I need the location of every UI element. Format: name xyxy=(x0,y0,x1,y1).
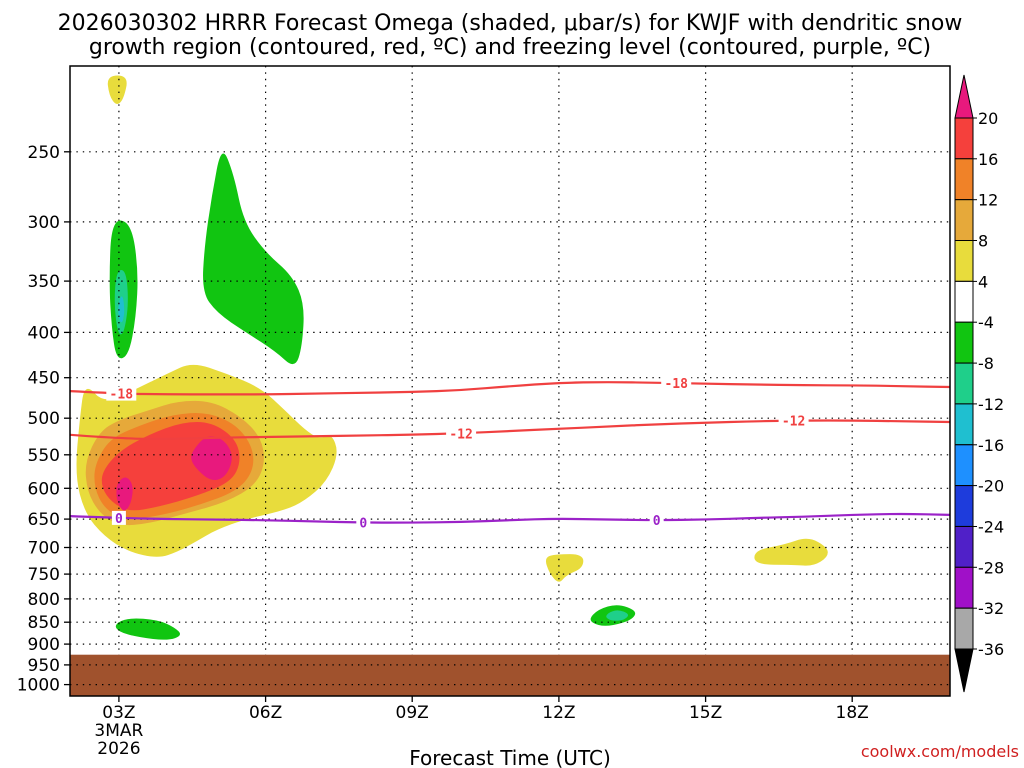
lowlevel-subsidence-region-level-neg8-13 xyxy=(115,618,180,640)
site-credit: coolwx.com/models xyxy=(861,742,1019,761)
colorbar-label-8: -16 xyxy=(978,436,1004,455)
contour-minus12-label-1: -12 xyxy=(782,415,805,430)
colorbar-label-1: 16 xyxy=(978,150,998,169)
colorbar-label-10: -24 xyxy=(978,518,1004,537)
contour-minus18-label-1: -18 xyxy=(664,377,688,392)
colorbar-bin-11 xyxy=(954,526,974,568)
plot-frame xyxy=(69,65,951,697)
contour-freezing-label-bg-0 xyxy=(111,510,126,525)
colorbar-label-11: -28 xyxy=(978,558,1004,577)
colorbar-label-9: -20 xyxy=(978,477,1004,496)
x-axis-title: Forecast Time (UTC) xyxy=(409,746,611,768)
colorbar-bin-2 xyxy=(954,158,974,201)
y-tick-label-500: 500 xyxy=(28,409,60,429)
colorbar-bin-5 xyxy=(954,280,974,323)
colorbar-bin-6 xyxy=(954,321,974,364)
lowlevel-subsidence-region-level-neg4-11 xyxy=(195,558,284,603)
contour-minus18-label-bg-1 xyxy=(661,376,692,391)
y-tick-label-750: 750 xyxy=(28,565,60,585)
weak-ascent-region-level-4-17 xyxy=(545,554,584,582)
contour-minus18-label-0: -18 xyxy=(110,388,134,403)
colorbar-bin-10 xyxy=(954,485,974,527)
x-tick-label-12Z: 12Z xyxy=(542,703,575,723)
colorbar-label-13: -36 xyxy=(978,640,1004,659)
colorbar-label-6: -8 xyxy=(978,354,994,373)
ascent-region-level-20-4 xyxy=(191,436,232,480)
y-tick-label-950: 950 xyxy=(28,656,60,676)
top-edge-ascent-region-level-4-19 xyxy=(107,75,127,104)
y-tick-label-650: 650 xyxy=(28,510,60,530)
contour-freezing-label-1: 0 xyxy=(359,517,367,532)
y-tick-label-800: 800 xyxy=(28,590,60,610)
colorbar: 20 16 12 8 4 -4 -8 -12 -16 -20 -24 -28 -32 -36 xyxy=(954,74,1004,693)
ground-fill xyxy=(70,654,950,696)
upper-subsidence-region-level-neg16-10 xyxy=(118,296,125,323)
omega-shading xyxy=(76,75,828,648)
colorbar-label-5: -4 xyxy=(978,313,994,332)
chart-title-line1: 2026030302 HRRR Forecast Omega (shaded, … xyxy=(58,11,963,36)
upper-subsidence-region-level-neg8-7 xyxy=(203,153,304,365)
y-tick-label-600: 600 xyxy=(28,479,60,499)
contour-freezing-label-bg-1 xyxy=(356,515,371,530)
x-tick-label-03Z: 03Z xyxy=(102,703,135,723)
y-tick-label-300: 300 xyxy=(28,213,60,233)
y-tick-label-450: 450 xyxy=(28,369,60,389)
contour-freezing-label-0: 0 xyxy=(115,512,123,527)
y-tick-label-700: 700 xyxy=(28,539,60,559)
colorbar-bin-4 xyxy=(954,240,974,282)
x-tick-label-06Z: 06Z xyxy=(249,703,282,723)
y-tick-label-350: 350 xyxy=(28,272,60,292)
ground-layer xyxy=(70,654,950,696)
contour-minus12-label-bg-0 xyxy=(446,426,477,441)
temperature-contours: -18 -18 -12 -12 0 0 0 xyxy=(70,376,950,532)
colorbar-bin-1 xyxy=(954,117,974,160)
contour-freezing-label-2: 0 xyxy=(653,514,661,529)
colorbar-bottom-arrow xyxy=(954,648,974,693)
colorbar-bin-8 xyxy=(954,403,974,446)
colorbar-label-0: 20 xyxy=(978,109,998,128)
y-tick-label-400: 400 xyxy=(28,323,60,343)
y-tick-label-1000: 1000 xyxy=(17,676,60,696)
colorbar-bin-3 xyxy=(954,199,974,241)
x-tick-date: 3MAR xyxy=(94,721,143,741)
y-tick-label-850: 850 xyxy=(28,613,60,633)
colorbar-label-4: 4 xyxy=(978,272,988,291)
x-tick-label-18Z: 18Z xyxy=(836,703,869,723)
x-tick-year: 2026 xyxy=(97,739,140,759)
colorbar-bin-7 xyxy=(954,362,974,405)
colorbar-label-2: 12 xyxy=(978,191,998,210)
chart-title-line2: growth region (contoured, red, ºC) and f… xyxy=(89,35,931,60)
x-tick-label-15Z: 15Z xyxy=(689,703,722,723)
colorbar-label-7: -12 xyxy=(978,395,1004,414)
y-tick-label-250: 250 xyxy=(28,143,60,163)
colorbar-bin-13 xyxy=(954,607,974,650)
colorbar-label-3: 8 xyxy=(978,232,988,251)
x-tick-label-09Z: 09Z xyxy=(396,703,429,723)
colorbar-bin-12 xyxy=(954,566,974,609)
contour-freezing-line xyxy=(70,512,950,524)
contour-minus12-label-0: -12 xyxy=(449,427,472,442)
contour-minus18-line xyxy=(70,381,950,396)
contour-freezing-label-bg-2 xyxy=(649,513,664,528)
y-tick-label-550: 550 xyxy=(28,446,60,466)
contour-minus12-label-bg-1 xyxy=(778,413,809,428)
y-tick-label-900: 900 xyxy=(28,635,60,655)
contour-minus18-label-bg-0 xyxy=(106,386,137,401)
grid-lines xyxy=(70,66,950,696)
ascent-region-level-20-5 xyxy=(116,477,133,511)
y-axis: 2503003504004505005506006507007508008509… xyxy=(17,143,70,696)
weak-ascent-region-level-4-18 xyxy=(754,538,828,566)
colorbar-bin-9 xyxy=(954,444,974,487)
colorbar-label-12: -32 xyxy=(978,599,1004,618)
subsidence-12z-region-level-neg12-16 xyxy=(606,610,629,621)
colorbar-top-arrow xyxy=(954,74,974,119)
